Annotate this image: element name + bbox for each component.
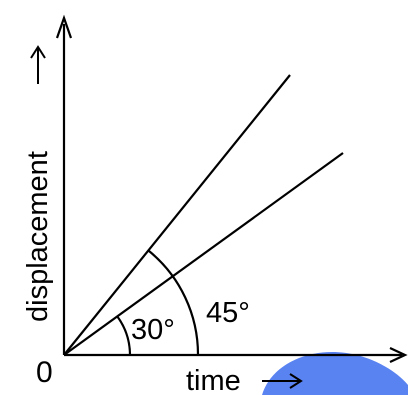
x-axis-arrowhead (389, 347, 408, 363)
y-axis-arrowhead (55, 14, 73, 39)
y-axis-label-arrow-icon (30, 45, 46, 84)
angle-label-30: 30° (131, 314, 175, 346)
line-45-degree (63, 74, 291, 356)
line-30-degree (63, 152, 344, 356)
x-axis-label: time (186, 365, 241, 395)
angle-arc-45 (148, 250, 200, 356)
watermark-blob (262, 352, 408, 395)
angle-label-45: 45° (206, 297, 250, 329)
origin-label: 0 (36, 356, 53, 389)
angle-arc-30 (116, 315, 132, 356)
x-axis-label-arrow-icon (262, 373, 303, 389)
y-axis-label: displacement (22, 151, 54, 322)
